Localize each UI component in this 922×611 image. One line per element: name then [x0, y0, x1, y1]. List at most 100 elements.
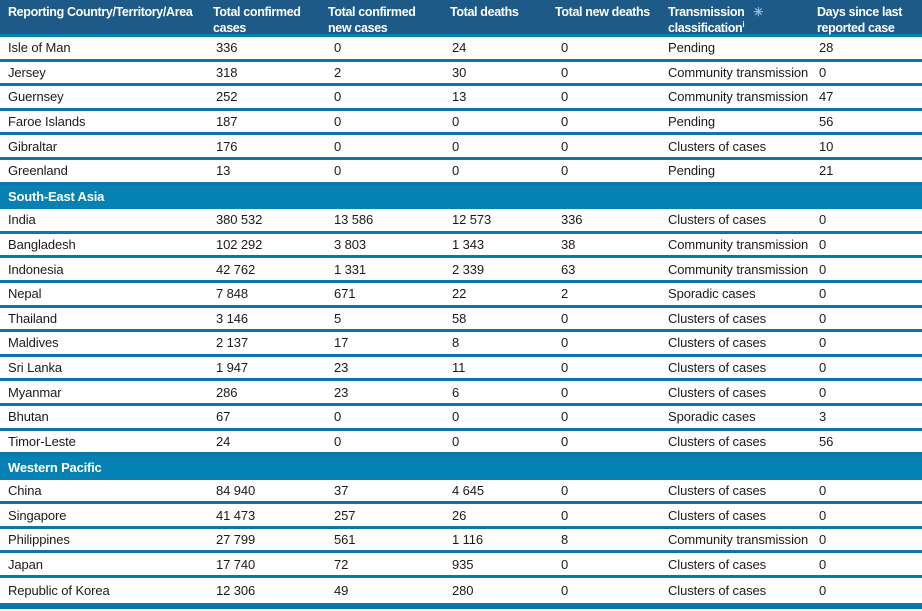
cell-total-new-deaths: 0 [561, 64, 569, 80]
asterisk-icon: ✳ [753, 5, 764, 19]
cell-total-confirmed-cases: 13 [216, 163, 231, 179]
cell-total-confirmed-cases: 336 [216, 40, 238, 56]
cell-total-confirmed-new-cases: 0 [334, 409, 342, 425]
cell-country: Thailand [8, 310, 58, 326]
cell-total-deaths: 24 [452, 40, 467, 56]
cell-total-confirmed-new-cases: 5 [334, 310, 342, 326]
cell-total-confirmed-cases: 24 [216, 433, 231, 449]
table-header-row: Reporting Country/Territory/Area Total c… [0, 0, 922, 37]
cell-total-new-deaths: 0 [561, 360, 569, 376]
region-section-header: Western Pacific [0, 455, 922, 480]
cell-total-confirmed-new-cases: 671 [334, 286, 356, 302]
cell-total-confirmed-new-cases: 23 [334, 384, 349, 400]
cell-days-since-last-reported-case: 0 [819, 482, 827, 498]
cell-transmission-classification: Clusters of cases [668, 310, 767, 326]
cell-total-confirmed-new-cases: 0 [334, 138, 342, 154]
cell-total-deaths: 0 [452, 163, 460, 179]
table-row: Japan 17 740 72 935 0 Clusters of cases 0 [0, 553, 922, 579]
cell-days-since-last-reported-case: 0 [819, 507, 827, 523]
footnote-superscript-i: i [742, 20, 745, 30]
cell-transmission-classification: Sporadic cases [668, 286, 756, 302]
cell-total-confirmed-cases: 17 740 [216, 556, 256, 572]
cell-total-new-deaths: 0 [561, 114, 569, 130]
cell-total-confirmed-cases: 27 799 [216, 532, 256, 548]
cell-transmission-classification: Clusters of cases [668, 556, 767, 572]
cell-total-deaths: 58 [452, 310, 467, 326]
cell-total-new-deaths: 8 [561, 532, 569, 548]
cell-country: Maldives [8, 335, 59, 351]
cell-transmission-classification: Pending [668, 114, 716, 130]
cell-country: Jersey [8, 64, 46, 80]
cell-total-new-deaths: 0 [561, 310, 569, 326]
table-row: Timor-Leste 24 0 0 0 Clusters of cases 56 [0, 430, 922, 456]
cell-total-new-deaths: 0 [561, 507, 569, 523]
cell-total-confirmed-new-cases: 17 [334, 335, 349, 351]
table-row: Nepal 7 848 671 22 2 Sporadic cases 0 [0, 282, 922, 308]
cell-days-since-last-reported-case: 47 [819, 89, 834, 105]
cell-transmission-classification: Clusters of cases [668, 212, 767, 228]
cell-country: Bangladesh [8, 237, 76, 253]
cell-transmission-classification: Clusters of cases [668, 482, 767, 498]
cell-country: Gibraltar [8, 138, 57, 154]
cell-days-since-last-reported-case: 0 [819, 360, 827, 376]
cell-country: Faroe Islands [8, 114, 86, 130]
cell-days-since-last-reported-case: 0 [819, 286, 827, 302]
cell-transmission-classification: Community transmission [668, 237, 809, 253]
cell-total-confirmed-cases: 286 [216, 384, 238, 400]
cell-transmission-classification: Pending [668, 40, 716, 56]
cell-total-confirmed-cases: 67 [216, 409, 231, 425]
table-row: Greenland 13 0 0 0 Pending 21 [0, 159, 922, 185]
table-row: Maldives 2 137 17 8 0 Clusters of cases 0 [0, 332, 922, 357]
cell-total-new-deaths: 0 [561, 582, 569, 598]
cell-days-since-last-reported-case: 0 [819, 532, 827, 548]
cell-country: Sri Lanka [8, 360, 63, 376]
table-row: Thailand 3 146 5 58 0 Clusters of cases 0 [0, 307, 922, 333]
table-row: Republic of Korea 12 306 49 280 0 Clusters of… [0, 578, 922, 603]
cell-transmission-classification: Clusters of cases [668, 507, 767, 523]
cell-days-since-last-reported-case: 0 [819, 582, 827, 598]
cell-total-confirmed-new-cases: 23 [334, 360, 349, 376]
cell-transmission-classification: Clusters of cases [668, 384, 767, 400]
cell-total-new-deaths: 38 [561, 237, 576, 253]
cell-transmission-classification: Clusters of cases [668, 138, 767, 154]
table-row: Sri Lanka 1 947 23 11 0 Clusters of cases 0 [0, 356, 922, 382]
table-row: Jersey 318 2 30 0 Community transmission 0 [0, 61, 922, 87]
cell-total-deaths: 280 [452, 582, 474, 598]
cell-transmission-classification: Clusters of cases [668, 433, 767, 449]
cell-total-confirmed-cases: 2 137 [216, 335, 249, 351]
transmission-label-line1: Transmission [668, 5, 745, 19]
table-row: Isle of Man 336 0 24 0 Pending 28 [0, 37, 922, 62]
cell-total-confirmed-new-cases: 13 586 [334, 212, 374, 228]
cell-total-new-deaths: 0 [561, 89, 569, 105]
cell-transmission-classification: Clusters of cases [668, 360, 767, 376]
table-row: Philippines 27 799 561 1 116 8 Community tran… [0, 528, 922, 554]
cell-total-deaths: 1 343 [452, 237, 485, 253]
cell-country: Republic of Korea [8, 582, 110, 598]
cell-total-confirmed-new-cases: 37 [334, 482, 349, 498]
cell-total-deaths: 0 [452, 409, 460, 425]
cell-days-since-last-reported-case: 0 [819, 384, 827, 400]
cell-country: Bhutan [8, 409, 49, 425]
cell-total-new-deaths: 2 [561, 286, 569, 302]
cell-transmission-classification: Community transmission [668, 64, 809, 80]
column-header-total-new-deaths: Total new deaths [555, 5, 650, 19]
cell-country: India [8, 212, 36, 228]
column-header-country: Reporting Country/Territory/Area [8, 5, 193, 19]
cell-total-new-deaths: 0 [561, 138, 569, 154]
cell-days-since-last-reported-case: 0 [819, 64, 827, 80]
cell-total-confirmed-new-cases: 257 [334, 507, 356, 523]
cell-total-new-deaths: 336 [561, 212, 583, 228]
transmission-label-line2: classification [668, 21, 743, 36]
cell-total-deaths: 13 [452, 89, 467, 105]
table-row: Myanmar 286 23 6 0 Clusters of cases 0 [0, 381, 922, 406]
table-row: Bangladesh 102 292 3 803 1 343 38 Community t… [0, 233, 922, 259]
cell-total-new-deaths: 0 [561, 163, 569, 179]
cell-transmission-classification: Sporadic cases [668, 409, 756, 425]
cell-total-deaths: 0 [452, 114, 460, 130]
cell-transmission-classification: Clusters of cases [668, 335, 767, 351]
cell-days-since-last-reported-case: 0 [819, 335, 827, 351]
cell-days-since-last-reported-case: 3 [819, 409, 827, 425]
cell-total-confirmed-cases: 41 473 [216, 507, 256, 523]
table-row: Gibraltar 176 0 0 0 Clusters of cases 10 [0, 135, 922, 160]
